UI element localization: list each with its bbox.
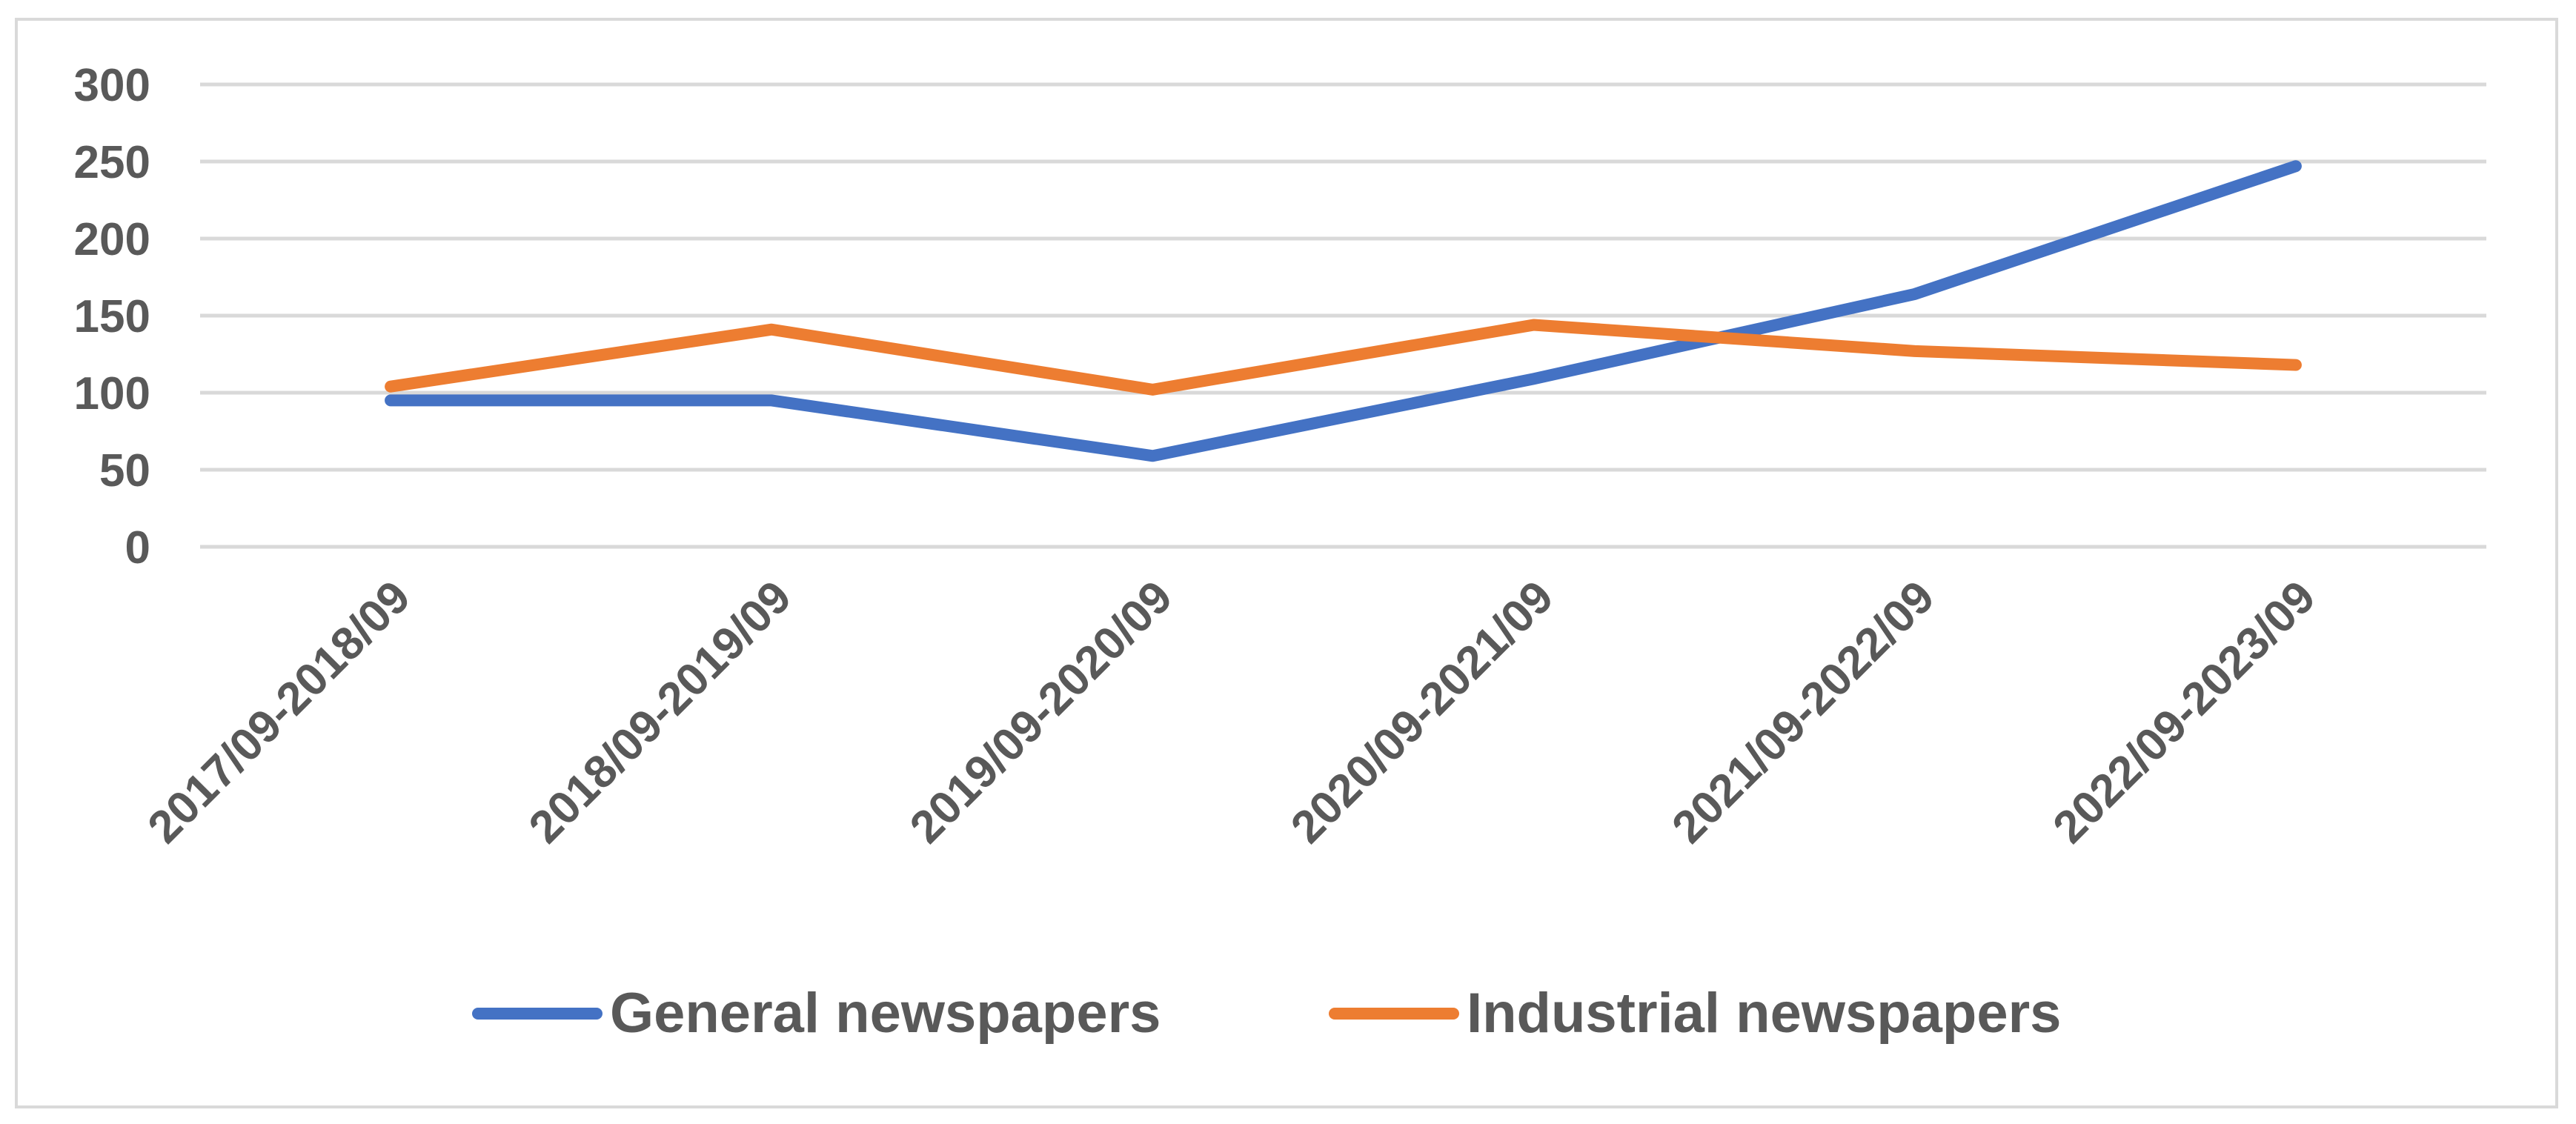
y-tick-label: 150: [74, 291, 150, 342]
x-tick-label: 2021/09-2022/09: [1662, 571, 1944, 853]
y-axis-tick-labels: 0 50 100 150 200 250 300: [74, 60, 150, 573]
legend-label-industrial-newspapers: Industrial newspapers: [1467, 982, 2061, 1045]
x-axis-tick-labels: 2017/09-2018/09 2018/09-2019/09 2019/09-20…: [139, 571, 2326, 853]
y-tick-label: 200: [74, 214, 150, 265]
gridlines: [200, 82, 2486, 549]
x-tick-label: 2018/09-2019/09: [519, 571, 801, 853]
y-tick-label: 300: [74, 60, 150, 111]
x-tick-label: 2019/09-2020/09: [900, 571, 1182, 853]
chart-frame: [15, 18, 2558, 1108]
series-line-industrial-newspapers: [385, 319, 2302, 396]
y-tick-label: 0: [125, 522, 150, 573]
y-tick-label: 50: [99, 445, 150, 496]
series-lines: [385, 160, 2302, 462]
legend: General newspapers Industrial newspapers: [472, 982, 2061, 1045]
legend-label-general-newspapers: General newspapers: [610, 982, 1161, 1045]
series-line-general-newspapers: [385, 160, 2302, 462]
x-tick-label: 2020/09-2021/09: [1281, 571, 1563, 853]
x-tick-label: 2022/09-2023/09: [2043, 571, 2325, 853]
x-tick-label: 2017/09-2018/09: [139, 571, 420, 853]
y-tick-label: 250: [74, 137, 150, 188]
y-tick-label: 100: [74, 368, 150, 419]
